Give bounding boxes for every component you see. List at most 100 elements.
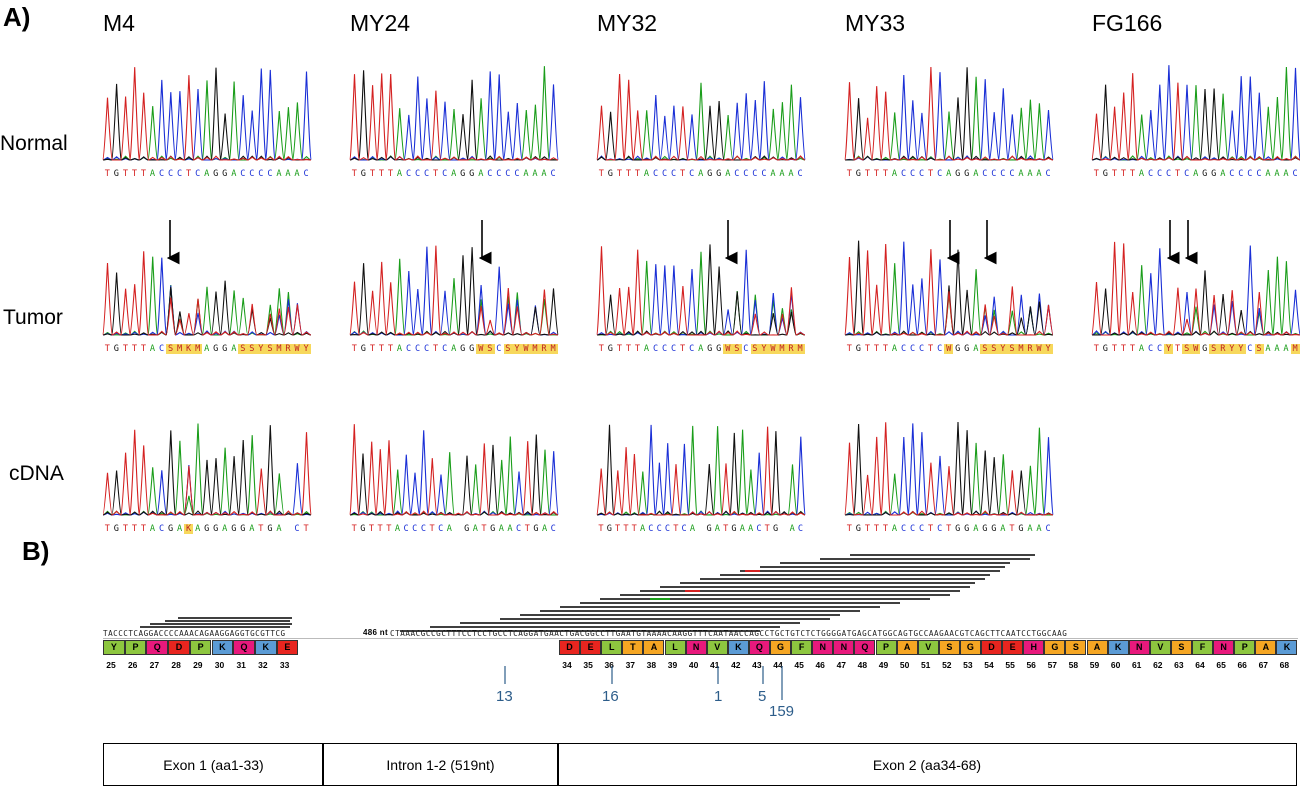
breakpoint-count-1: 1 bbox=[714, 688, 723, 705]
aa-num-44: 44 bbox=[773, 660, 783, 670]
sample-name-my33: MY33 bbox=[845, 10, 906, 36]
aa-box-49: P bbox=[875, 640, 897, 655]
trace-T bbox=[596, 246, 806, 336]
aa-num-38: 38 bbox=[646, 660, 657, 670]
sample-name-m4: M4 bbox=[103, 10, 135, 36]
mutation-arrows bbox=[166, 220, 1198, 265]
aa-num-65: 65 bbox=[1216, 660, 1226, 670]
trace-G bbox=[596, 424, 806, 516]
aa-box-45: F bbox=[791, 640, 813, 655]
aa-num-47: 47 bbox=[836, 660, 847, 670]
aa-num-52: 52 bbox=[942, 660, 952, 670]
aa-num-60: 60 bbox=[1110, 660, 1121, 670]
aa-num-68: 68 bbox=[1279, 660, 1290, 670]
chromatogram-my33-normal bbox=[844, 66, 1054, 161]
aa-num-28: 28 bbox=[171, 660, 181, 670]
aa-box-25: Y bbox=[103, 640, 125, 655]
aa-num-53: 53 bbox=[963, 660, 973, 670]
trace-T bbox=[844, 243, 1054, 336]
aa-box-50: A bbox=[896, 640, 918, 655]
aa-box-56: H bbox=[1023, 640, 1045, 655]
aa-box-42: K bbox=[727, 640, 749, 655]
trace-T bbox=[102, 429, 312, 516]
aa-box-62: V bbox=[1149, 640, 1171, 655]
aa-num-39: 39 bbox=[667, 660, 678, 670]
row-label-normal: Normal bbox=[0, 132, 68, 155]
aa-num-35: 35 bbox=[583, 660, 593, 670]
trace-T bbox=[596, 73, 806, 161]
aa-num-41: 41 bbox=[709, 660, 720, 670]
panel-a-label: A) bbox=[3, 2, 31, 32]
trace-T bbox=[102, 251, 312, 336]
aa-num-40: 40 bbox=[688, 660, 699, 670]
trace-T bbox=[102, 67, 312, 161]
read-alignment-lines bbox=[140, 554, 1035, 632]
trace-A bbox=[349, 436, 559, 516]
aa-box-29: P bbox=[189, 640, 212, 655]
trace-T bbox=[349, 245, 559, 336]
chromatogram-my32-normal bbox=[596, 73, 806, 161]
aa-num-51: 51 bbox=[920, 660, 931, 670]
aa-box-60: K bbox=[1107, 640, 1129, 655]
aa-box-61: N bbox=[1128, 640, 1150, 655]
aa-box-35: E bbox=[580, 640, 602, 655]
chromatogram-my32-cdna bbox=[596, 424, 806, 516]
aa-num-26: 26 bbox=[127, 660, 138, 670]
aa-box-27: Q bbox=[146, 640, 169, 655]
aa-num-49: 49 bbox=[878, 660, 889, 670]
trace-C bbox=[102, 463, 312, 516]
aa-box-37: T bbox=[622, 640, 644, 655]
aa-box-46: N bbox=[812, 640, 834, 655]
aa-box-57: G bbox=[1044, 640, 1066, 655]
aa-num-61: 61 bbox=[1131, 660, 1142, 670]
sample-name-my32: MY32 bbox=[597, 10, 658, 36]
aa-num-30: 30 bbox=[214, 660, 225, 670]
aa-box-47: N bbox=[833, 640, 855, 655]
breakpoint-count-13: 13 bbox=[496, 688, 513, 705]
breakpoint-ticks bbox=[504, 666, 783, 700]
aa-box-31: Q bbox=[233, 640, 255, 655]
chromatogram-fg166-tumor bbox=[1091, 241, 1300, 336]
gene-box-intron: Intron 1-2 (519nt) bbox=[322, 743, 559, 786]
aa-box-43: Q bbox=[748, 640, 770, 655]
aa-num-54: 54 bbox=[984, 660, 994, 670]
trace-T bbox=[349, 73, 559, 161]
row-label-tumor: Tumor bbox=[3, 306, 63, 329]
breakpoint-count-5: 5 bbox=[758, 688, 767, 705]
aa-box-26: P bbox=[124, 640, 147, 655]
chromatogram-m4-normal bbox=[102, 67, 312, 161]
genomic-seq-exon2: CTAAACGCCGCTTTCCTCCTGCCTCAGGATGAACTGACGG… bbox=[390, 629, 1068, 638]
chromatogram-my24-tumor bbox=[349, 245, 559, 336]
chromatogram-my32-tumor bbox=[596, 244, 806, 336]
aa-box-38: A bbox=[643, 640, 665, 655]
breakpoint-count-16: 16 bbox=[602, 688, 619, 705]
chromatogram-m4-cdna bbox=[102, 423, 312, 516]
aa-num-50: 50 bbox=[899, 660, 910, 670]
aa-num-34: 34 bbox=[562, 660, 572, 670]
aa-num-45: 45 bbox=[794, 660, 804, 670]
aa-box-34: D bbox=[559, 640, 581, 655]
trace-G bbox=[596, 244, 806, 336]
aa-box-64: F bbox=[1192, 640, 1214, 655]
aa-num-43: 43 bbox=[752, 660, 762, 670]
aa-num-55: 55 bbox=[1005, 660, 1015, 670]
aa-num-42: 42 bbox=[731, 660, 741, 670]
genomic-seq-exon1: TACCCTCAGGACCCCAAACAGAAGGAGGTGCGTTCG bbox=[103, 629, 286, 638]
trace-T bbox=[844, 66, 1054, 161]
sample-name-fg166: FG166 bbox=[1092, 10, 1163, 36]
trace-T bbox=[1091, 241, 1300, 336]
aa-box-68: K bbox=[1276, 640, 1298, 655]
aa-box-40: N bbox=[685, 640, 707, 655]
panel-b-label: B) bbox=[22, 536, 50, 566]
